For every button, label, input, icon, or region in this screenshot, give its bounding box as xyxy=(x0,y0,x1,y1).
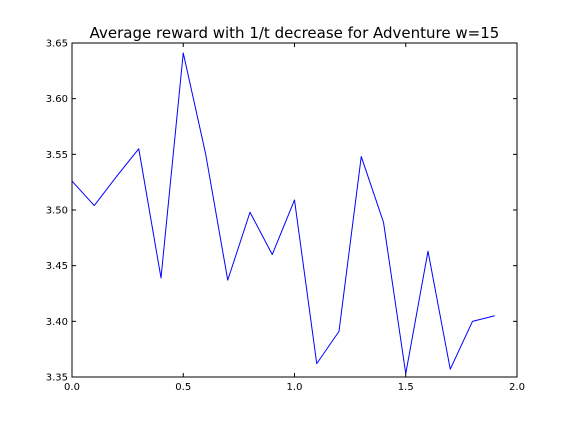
x-tick-label: 0.0 xyxy=(64,382,80,393)
plot-area xyxy=(71,52,495,375)
y-tick-label: 3.35 xyxy=(46,373,68,384)
x-tick-label: 2.0 xyxy=(509,382,525,393)
x-tick-label: 1.5 xyxy=(398,382,414,393)
tick-labels: 0.0 0.5 1.0 1.5 2.0 3.35 3.40 3.45 3.50 3.55 3.60 3… xyxy=(46,39,525,394)
chart-title: Average reward with 1/t decrease for Adv… xyxy=(90,24,500,42)
y-tick-label: 3.60 xyxy=(46,94,68,105)
plot-frame xyxy=(71,42,518,378)
series-line-0 xyxy=(71,52,495,375)
x-tick-label: 1.0 xyxy=(287,382,303,393)
y-tick-label: 3.55 xyxy=(46,150,68,161)
y-tick-label: 3.50 xyxy=(46,206,68,217)
axis-ticks xyxy=(71,42,518,378)
y-tick-label: 3.45 xyxy=(46,261,68,272)
y-tick-label: 3.65 xyxy=(46,39,68,50)
y-tick-label: 3.40 xyxy=(46,317,68,328)
x-tick-label: 0.5 xyxy=(175,382,191,393)
